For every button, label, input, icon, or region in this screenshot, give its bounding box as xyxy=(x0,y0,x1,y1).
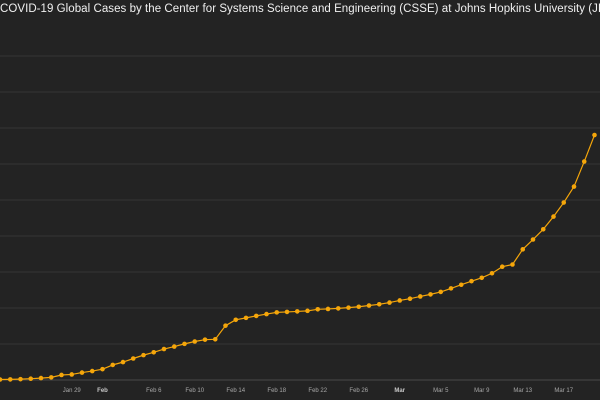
x-tick-label: Feb xyxy=(97,388,108,394)
data-point[interactable]: Feb 27: 82746 xyxy=(366,303,372,308)
data-point[interactable]: Jan 30: 8234 xyxy=(79,370,85,375)
x-tick-label: Feb 26 xyxy=(349,388,368,394)
data-point[interactable]: Feb 10: 42762 xyxy=(192,339,198,344)
x-tick-label: Mar 13 xyxy=(513,388,532,394)
data-points: Jan 22: 555 Jan 23: 654 Jan 24: 941 Jan 25:… xyxy=(0,132,597,382)
data-point[interactable]: Feb 20: 76197 xyxy=(294,309,300,314)
data-point[interactable]: Mar 12: 128343 xyxy=(510,262,515,267)
data-point[interactable]: Jan 22: 555 xyxy=(0,377,3,382)
x-tick-label: Feb 14 xyxy=(226,388,245,394)
data-point[interactable]: Feb 11: 44802 xyxy=(202,337,208,342)
data-point[interactable]: Feb 2: 16787 xyxy=(110,362,116,368)
data-point[interactable]: Feb 26: 81388 xyxy=(356,304,362,310)
data-point[interactable]: Mar 2: 90306 xyxy=(407,296,413,302)
data-point[interactable]: Feb 8: 37120 xyxy=(171,344,177,349)
data-point[interactable]: Feb 5: 27635 xyxy=(141,352,146,358)
x-tick-labels: Jan 29 Feb Feb 6 Feb 10 Feb 14 Feb 18 Feb 22 Fe… xyxy=(63,388,574,394)
data-point[interactable]: Feb 29: 86011 xyxy=(387,300,392,305)
data-point[interactable]: Mar 17: 197168 xyxy=(561,200,567,205)
data-point[interactable]: Mar 18: 214915 xyxy=(571,184,577,189)
x-tick-label: Mar 17 xyxy=(554,388,573,394)
data-point[interactable]: Mar 10: 118620 xyxy=(489,270,495,276)
x-tick-label: Feb 18 xyxy=(267,388,286,394)
data-point[interactable]: Mar 11: 125875 xyxy=(499,264,505,270)
data-point[interactable]: Feb 13: 60368 xyxy=(223,323,228,328)
data-point[interactable]: Jan 29: 6166 xyxy=(69,372,75,377)
data-point[interactable]: Mar 13: 145193 xyxy=(520,247,526,252)
data-point[interactable]: Jan 25: 1434 xyxy=(28,376,34,382)
data-point[interactable]: Feb 25: 80406 xyxy=(346,305,351,310)
data-point[interactable]: Jan 23: 654 xyxy=(7,377,13,382)
data-point[interactable]: Feb 12: 45221 xyxy=(212,337,218,342)
data-point[interactable]: Feb 18: 75136 xyxy=(274,310,280,315)
data-point[interactable]: Mar 5: 97886 xyxy=(438,289,444,295)
data-point[interactable]: Mar 3: 92840 xyxy=(417,294,423,299)
data-point[interactable]: Mar 8: 109821 xyxy=(469,278,474,284)
data-point[interactable]: Jan 24: 941 xyxy=(18,376,23,382)
data-point[interactable]: Feb 15: 69030 xyxy=(243,315,249,321)
data-point[interactable]: Feb 19: 75639 xyxy=(284,309,290,315)
data-point[interactable]: Mar 15: 167449 xyxy=(540,227,546,232)
data-point[interactable]: Feb 28: 84112 xyxy=(376,302,382,307)
data-point[interactable]: Feb 7: 34391 xyxy=(161,346,167,352)
data-point[interactable]: Mar 19: 242713 xyxy=(581,159,587,164)
data-point[interactable]: Mar 16: 181546 xyxy=(551,214,556,219)
data-point[interactable]: Feb 23: 78958 xyxy=(325,306,331,312)
data-point[interactable]: Feb 21: 76819 xyxy=(305,308,310,314)
data-point[interactable]: Feb 1: 12038 xyxy=(100,366,105,372)
data-point[interactable]: Jan 31: 9927 xyxy=(89,368,95,374)
data-point[interactable]: Jan 26: 2118 xyxy=(38,375,44,381)
data-point[interactable]: Feb 6: 30794 xyxy=(151,349,157,355)
data-point[interactable]: Mar 1: 88369 xyxy=(397,298,403,303)
data-point[interactable]: Feb 16: 71224 xyxy=(253,313,259,319)
data-point[interactable]: Mar 4: 95120 xyxy=(428,292,433,297)
x-tick-label: Mar 9 xyxy=(474,388,490,394)
x-tick-label: Mar xyxy=(394,388,405,394)
grid-lines xyxy=(0,55,600,381)
data-point[interactable]: Jan 28: 5578 xyxy=(59,372,64,378)
data-point[interactable]: Feb 9: 40150 xyxy=(182,341,187,347)
data-point[interactable]: Mar 14: 156097 xyxy=(530,237,536,242)
data-point[interactable]: Feb 3: 19881 xyxy=(120,359,126,365)
data-point[interactable]: Feb 4: 23892 xyxy=(130,356,136,361)
x-tick-label: Feb 22 xyxy=(308,388,327,394)
x-tick-label: Jan 29 xyxy=(63,388,82,394)
x-tick-label: Feb 6 xyxy=(146,388,162,394)
x-tick-label: Feb 10 xyxy=(185,388,204,394)
data-point[interactable]: Feb 14: 66885 xyxy=(233,317,239,323)
data-point[interactable]: Jan 27: 2927 xyxy=(48,375,54,380)
data-point[interactable]: Feb 24: 79561 xyxy=(335,306,341,311)
chart-title: COVID-19 Global Cases by the Center for … xyxy=(0,3,600,15)
data-point[interactable]: Feb 22: 78572 xyxy=(315,306,321,312)
data-point[interactable]: Mar 20: 272167 xyxy=(592,132,597,138)
series-line xyxy=(0,134,596,381)
data-point[interactable]: Mar 9: 113590 xyxy=(479,275,485,281)
x-tick-label: Mar 5 xyxy=(433,388,449,394)
data-point[interactable]: Mar 6: 101801 xyxy=(448,286,454,291)
data-point[interactable]: Mar 7: 105847 xyxy=(458,282,464,288)
data-point[interactable]: Feb 17: 73258 xyxy=(264,311,269,317)
